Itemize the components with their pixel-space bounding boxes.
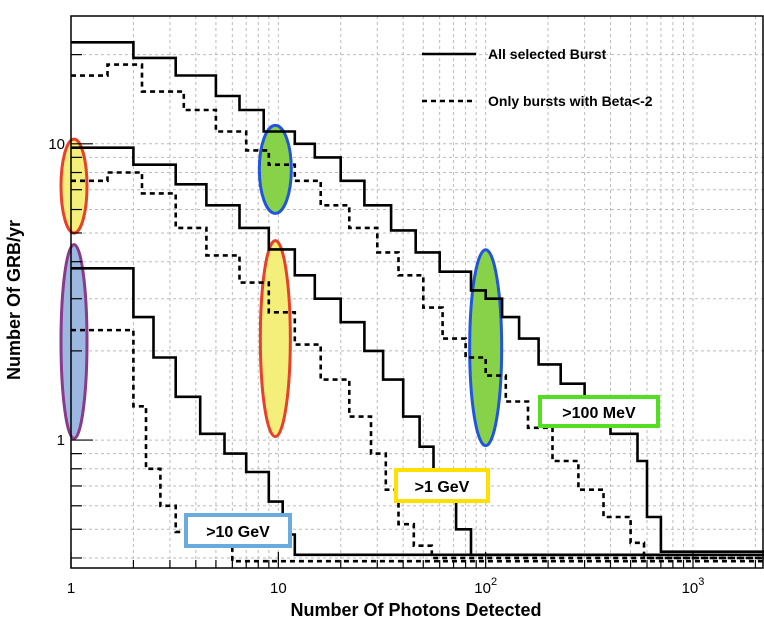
x-tick-label: 10 (270, 580, 287, 597)
x-tick-label: 1 (67, 580, 75, 597)
green-ellipse-x100 (468, 248, 504, 448)
annotation-100mev: >100 MeV (538, 395, 660, 428)
y-axis-title: Number Of GRB/yr (4, 220, 24, 380)
x-axis-title: Number Of Photons Detected (290, 600, 541, 620)
annotation-1gev: >1 GeV (394, 468, 490, 503)
series-3-dashed (71, 171, 764, 560)
axis-ticks (70, 54, 757, 568)
y-tick-label: 1 (57, 432, 65, 449)
series-1-dashed (71, 63, 764, 560)
annotation-1gev-box (394, 468, 490, 503)
yellow-ellipse-x10 (258, 239, 292, 439)
annotation-100mev-label: >100 MeV (562, 405, 636, 422)
annotation-10gev: >10 GeV (184, 513, 292, 548)
annotation-100mev-box (538, 395, 660, 428)
blue-ellipse-x1 (59, 243, 89, 441)
plot-frame (70, 15, 764, 569)
legend-label-all: All selected Burst (488, 46, 607, 62)
annotation-10gev-label: >10 GeV (206, 524, 270, 541)
y-tick-label: 10 (48, 136, 65, 153)
yellow-ellipse-x1 (59, 137, 89, 235)
legend-label-beta: Only bursts with Beta<-2 (488, 93, 653, 109)
green-ellipse-x10 (257, 123, 293, 215)
legend: All selected Burst Only bursts with Beta… (422, 46, 653, 109)
annotation-10gev-box (184, 513, 292, 548)
annotation-1gev-label: >1 GeV (415, 479, 470, 496)
